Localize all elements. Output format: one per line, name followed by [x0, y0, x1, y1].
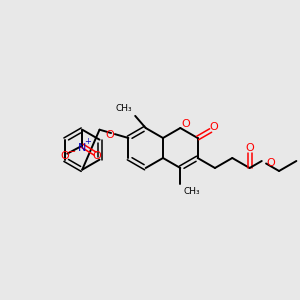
Text: O: O [61, 151, 70, 161]
Text: O: O [93, 151, 102, 161]
Text: O: O [181, 119, 190, 129]
Text: N: N [78, 143, 86, 153]
Text: CH₃: CH₃ [183, 187, 200, 196]
Text: −: − [68, 147, 76, 157]
Text: O: O [267, 158, 275, 168]
Text: +: + [84, 137, 91, 146]
Text: CH₃: CH₃ [116, 104, 132, 113]
Text: O: O [106, 130, 114, 140]
Text: O: O [245, 143, 254, 153]
Text: O: O [209, 122, 218, 131]
